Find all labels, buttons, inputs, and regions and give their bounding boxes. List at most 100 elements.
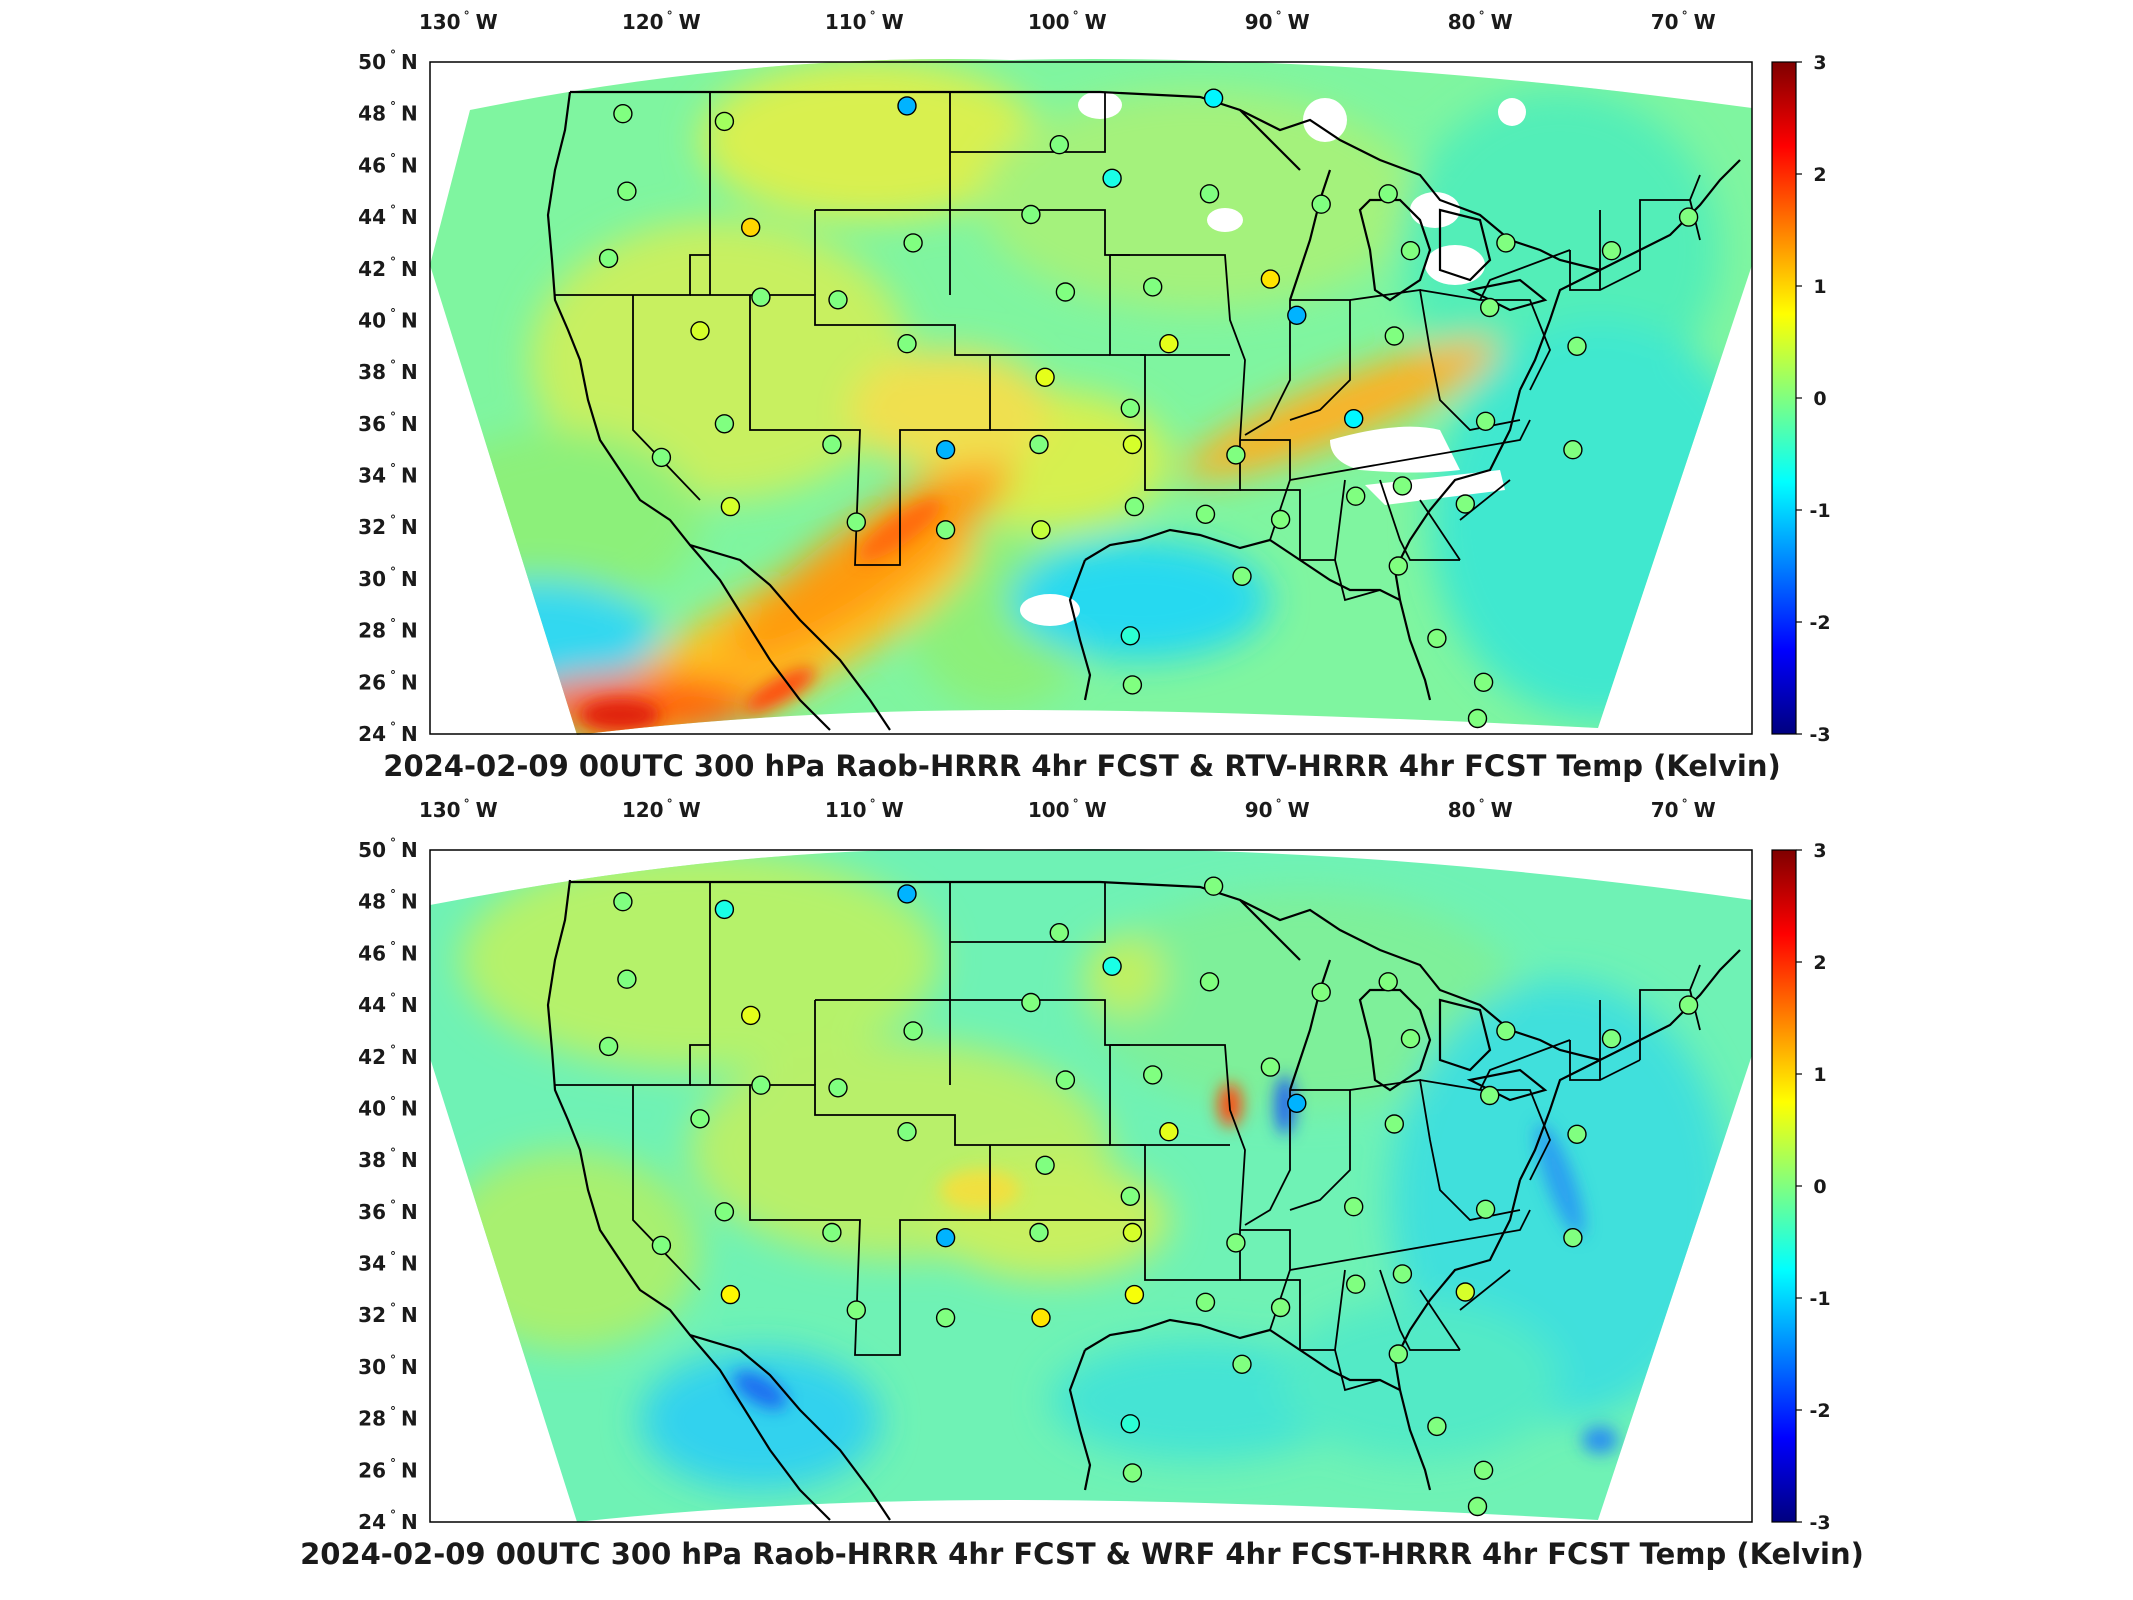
raob-station-marker <box>714 1202 735 1222</box>
colorbar-top <box>1771 61 1797 735</box>
svg-text:44: 44 <box>358 993 386 1017</box>
station-markers-top <box>598 88 1699 729</box>
svg-text:°: ° <box>1276 797 1282 811</box>
panel-title-top: 2024-02-09 00UTC 300 hPa Raob-HRRR 4hr F… <box>383 749 1780 783</box>
svg-text:°: ° <box>390 1043 396 1057</box>
svg-text:°: ° <box>464 9 470 23</box>
raob-station-marker <box>935 440 956 460</box>
lat-tick-label: 50 ° N <box>358 836 418 862</box>
svg-text:°: ° <box>390 151 396 165</box>
raob-station-marker <box>822 434 842 455</box>
svg-text:N: N <box>401 257 418 281</box>
svg-text:80: 80 <box>1448 10 1476 34</box>
raob-station-marker <box>1203 876 1224 896</box>
raob-station-marker <box>598 248 619 269</box>
svg-text:N: N <box>401 941 418 965</box>
svg-text:38: 38 <box>358 360 386 384</box>
svg-text:°: ° <box>390 888 396 902</box>
raob-station-marker <box>690 321 710 341</box>
svg-text:°: ° <box>667 9 673 23</box>
svg-text:°: ° <box>390 1405 396 1419</box>
lon-tick-label: 130 ° W <box>419 797 498 822</box>
svg-text:N: N <box>401 890 418 914</box>
raob-station-marker <box>1270 509 1291 530</box>
lat-tick-label: 50 ° N <box>358 48 418 74</box>
raob-station-marker <box>613 892 633 912</box>
svg-text:°: ° <box>390 410 396 424</box>
svg-text:W: W <box>679 798 701 822</box>
panel-title-bottom: 2024-02-09 00UTC 300 hPa Raob-HRRR 4hr F… <box>300 1537 1864 1571</box>
lat-tick-label: 40 ° N <box>358 1094 418 1120</box>
raob-station-marker <box>1142 1065 1163 1085</box>
svg-text:N: N <box>401 1096 418 1120</box>
svg-text:°: ° <box>390 462 396 476</box>
raob-station-marker <box>1122 1463 1143 1483</box>
svg-text:°: ° <box>667 797 673 811</box>
raob-station-marker <box>822 1222 842 1243</box>
temperature-difference-field-2 <box>430 849 1752 1522</box>
raob-station-marker <box>1455 1282 1476 1302</box>
svg-text:32: 32 <box>358 1303 386 1327</box>
raob-station-marker <box>1270 1297 1291 1318</box>
lat-tick-label: 26 ° N <box>358 668 418 694</box>
svg-text:N: N <box>401 722 418 746</box>
raob-station-marker <box>1122 675 1143 695</box>
raob-station-marker <box>1102 956 1122 976</box>
raob-station-marker <box>1427 628 1447 649</box>
svg-text:36: 36 <box>358 1200 386 1224</box>
svg-text:N: N <box>401 360 418 384</box>
map-panel-bottom: 130 ° W 120 ° W 110 ° W 100 ° W 90 ° W 80 ° W 70 ° W 50 ° N48 °… <box>300 797 1864 1571</box>
raob-station-marker <box>1496 1021 1516 1041</box>
lat-tick-label: 32 ° N <box>358 1301 418 1327</box>
svg-text:N: N <box>401 308 418 332</box>
svg-text:100: 100 <box>1028 798 1070 822</box>
svg-text:°: ° <box>464 797 470 811</box>
lat-tick-label: 44 ° N <box>358 203 418 229</box>
svg-text:70: 70 <box>1651 10 1679 34</box>
svg-text:N: N <box>401 1200 418 1224</box>
state-borders-2 <box>555 882 1701 1392</box>
raob-station-marker <box>1122 1222 1143 1243</box>
raob-station-marker <box>1199 184 1220 204</box>
svg-text:28: 28 <box>358 619 386 643</box>
raob-station-marker <box>1467 1496 1488 1517</box>
raob-station-marker <box>751 287 771 307</box>
raob-station-marker <box>1427 1416 1447 1437</box>
svg-text:80: 80 <box>1448 798 1476 822</box>
temperature-difference-field <box>430 59 1752 735</box>
svg-text:°: ° <box>390 255 396 269</box>
svg-text:W: W <box>882 10 904 34</box>
svg-text:°: ° <box>1479 9 1485 23</box>
colorbar-ticks-top: 3 2 1 0 -1 -2 -3 <box>1796 52 1831 746</box>
svg-text:W: W <box>1491 10 1513 34</box>
lon-tick-label: 80 ° W <box>1448 797 1513 822</box>
raob-station-marker <box>1124 1284 1145 1305</box>
raob-station-marker <box>1563 1227 1583 1248</box>
svg-text:N: N <box>401 567 418 591</box>
svg-text:°: ° <box>1276 9 1282 23</box>
colorbar-ticks-bottom: 3 2 1 0 -1 -2 -3 <box>1796 840 1831 1534</box>
raob-station-marker <box>1311 194 1331 214</box>
raob-station-marker <box>613 103 633 124</box>
svg-text:°: ° <box>390 1094 396 1108</box>
svg-text:°: ° <box>390 1353 396 1367</box>
raob-station-marker <box>1195 1292 1216 1313</box>
svg-text:°: ° <box>390 1301 396 1315</box>
svg-text:130: 130 <box>419 798 461 822</box>
svg-text:°: ° <box>1073 9 1079 23</box>
svg-text:40: 40 <box>358 1096 386 1120</box>
longitude-ticks-bottom: 130 ° W 120 ° W 110 ° W 100 ° W 90 ° W 80 ° W 70 ° W <box>419 797 1716 822</box>
svg-text:30: 30 <box>358 567 386 591</box>
svg-text:N: N <box>401 464 418 488</box>
raob-station-marker <box>1384 326 1405 346</box>
colorbar-tick-label: 3 <box>1813 52 1826 74</box>
svg-text:W: W <box>1085 798 1107 822</box>
raob-station-marker <box>1400 1028 1421 1049</box>
colorbar-tick-label: -3 <box>1809 1512 1830 1534</box>
svg-text:N: N <box>401 1407 418 1431</box>
lat-tick-label: 34 ° N <box>358 462 418 488</box>
svg-text:N: N <box>401 670 418 694</box>
raob-station-marker <box>1473 672 1494 692</box>
svg-text:28: 28 <box>358 1407 386 1431</box>
raob-station-marker <box>1473 1460 1494 1481</box>
